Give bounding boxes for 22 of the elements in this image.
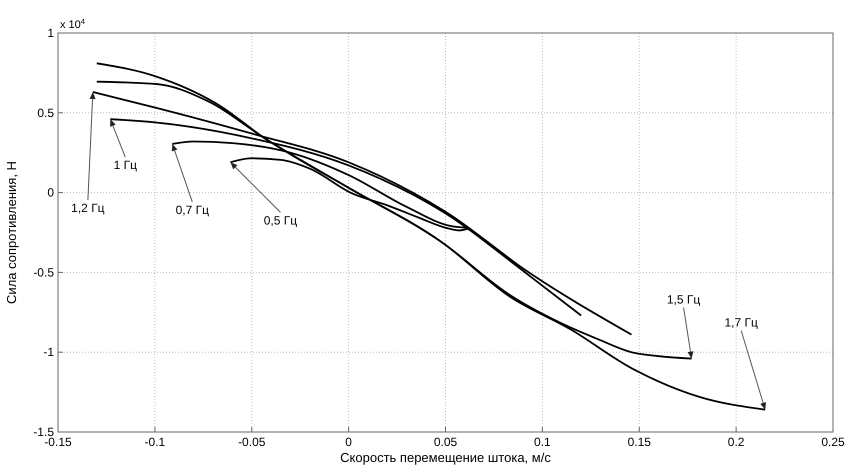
- text: x 10$^{4}$: [60, 16, 86, 31]
- x-tick-label: 0.05: [434, 435, 458, 449]
- x-tick-label: -0.05: [238, 435, 266, 449]
- annotation: 1 Гц: [114, 158, 138, 172]
- x-tick-label: 0.2: [728, 435, 745, 449]
- y-tick-label: 1: [47, 26, 54, 40]
- y-tick-label: -0.5: [33, 265, 54, 280]
- x-tick-label: -0.1: [144, 435, 166, 449]
- x-tick-label: 0.1: [534, 435, 552, 449]
- y-axis-title: Сила сопротивления, Н: [4, 161, 19, 304]
- y-tick-label: 0.5: [37, 106, 54, 120]
- x-axis-title: Скорость перемещение штока, м/с: [340, 450, 552, 465]
- annotation: 1,5 Гц: [666, 292, 700, 307]
- annotation: 1,2 Гц: [71, 201, 105, 216]
- x-tick-label: 0.25: [821, 435, 845, 449]
- annotation: 0,7 Гц: [176, 202, 210, 217]
- annotation: 0,5 Гц: [264, 213, 298, 228]
- y-tick-label: -1: [43, 345, 54, 360]
- annotation: 1,7 Гц: [724, 316, 758, 330]
- x-tick-label: 0: [345, 435, 352, 449]
- x-tick-label: 0.15: [628, 435, 652, 449]
- y-tick-label: 0: [47, 186, 54, 200]
